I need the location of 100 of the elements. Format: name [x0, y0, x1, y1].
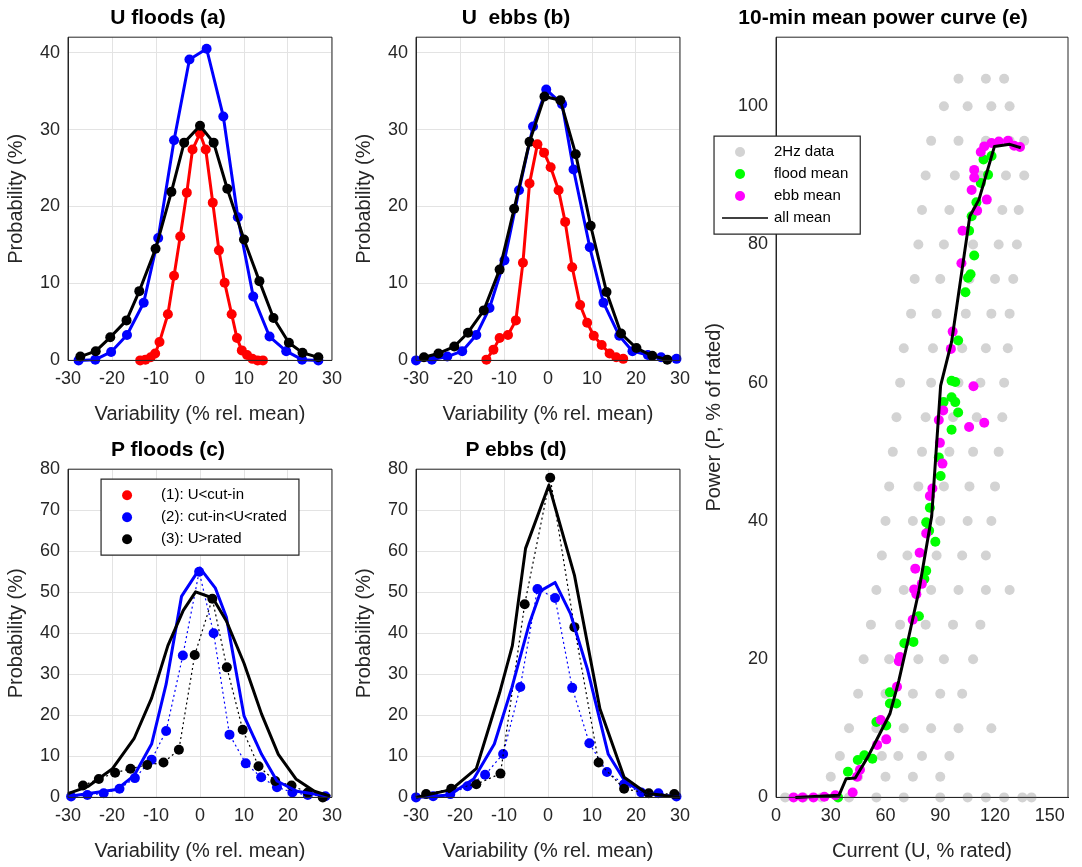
- legend-label: (2): cut-in<U<rated: [161, 507, 287, 525]
- x-tick-label: 150: [1034, 805, 1065, 826]
- point: [647, 350, 658, 361]
- point: [598, 297, 609, 308]
- y-axis-title: Probability (%): [3, 568, 26, 699]
- x-tick-label: 120: [979, 805, 1011, 826]
- point: [847, 787, 858, 798]
- y-tick-label: 100: [737, 95, 769, 116]
- y-tick-label: 40: [748, 509, 769, 530]
- point: [494, 333, 505, 344]
- y-tick-label: 20: [39, 704, 61, 725]
- y-tick-label: 80: [748, 233, 769, 254]
- point: [582, 317, 593, 328]
- x-tick-label: 0: [543, 805, 554, 826]
- x-tick-label: -20: [99, 805, 126, 826]
- point: [515, 682, 526, 693]
- point: [585, 220, 596, 231]
- point: [162, 309, 173, 320]
- y-tick-label: 70: [39, 499, 61, 520]
- chart-title: U floods (a): [110, 5, 226, 29]
- y-axis-title: Probability (%): [351, 133, 374, 264]
- y-tick-label: 20: [387, 704, 409, 725]
- point: [619, 783, 630, 794]
- point: [969, 250, 980, 261]
- y-tick-label: 10: [387, 745, 409, 766]
- point: [510, 315, 521, 326]
- point: [631, 343, 642, 354]
- y-tick-label: 20: [387, 195, 409, 216]
- point: [248, 291, 259, 302]
- point: [910, 563, 921, 574]
- point: [239, 234, 249, 245]
- x-tick-label: 90: [930, 805, 951, 826]
- y-tick-label: 40: [39, 622, 61, 643]
- y-axis-title: Probability (%): [351, 568, 374, 699]
- legend-label: ebb mean: [774, 186, 841, 204]
- point: [935, 471, 946, 482]
- point: [875, 715, 886, 725]
- y-tick-label: 50: [39, 581, 61, 602]
- point: [979, 417, 990, 428]
- point: [187, 144, 198, 155]
- point: [842, 766, 853, 777]
- point: [539, 147, 550, 158]
- point: [142, 759, 153, 770]
- point: [177, 650, 188, 661]
- point: [253, 761, 264, 772]
- point: [509, 203, 520, 214]
- legend-label: (3): U>rated: [161, 529, 242, 547]
- point: [201, 43, 212, 54]
- x-axis-title: Variability (% rel. mean): [94, 838, 306, 861]
- point: [184, 54, 195, 65]
- point: [960, 287, 971, 298]
- legend-label: flood mean: [774, 164, 849, 182]
- y-tick-label: 70: [387, 499, 409, 520]
- x-tick-label: 10: [581, 368, 603, 389]
- point: [553, 185, 564, 196]
- y-tick-label: 10: [39, 745, 61, 766]
- point: [471, 330, 482, 341]
- x-tick-label: -30: [403, 805, 430, 826]
- x-tick-label: -10: [143, 368, 170, 389]
- y-axis-title: Probability (%): [3, 133, 26, 264]
- point: [154, 336, 165, 347]
- point: [189, 650, 200, 661]
- point: [161, 725, 172, 736]
- point: [175, 231, 186, 242]
- point: [281, 346, 292, 357]
- point: [150, 243, 161, 254]
- point: [953, 407, 964, 418]
- y-tick-label: 30: [387, 663, 409, 684]
- x-tick-label: 30: [820, 805, 841, 826]
- point: [195, 120, 206, 131]
- y-tick-label: 30: [39, 118, 61, 139]
- point: [179, 137, 190, 148]
- point: [256, 772, 267, 783]
- x-tick-label: 30: [321, 805, 342, 826]
- y-tick-label: 0: [758, 786, 769, 807]
- x-tick-label: 20: [277, 805, 299, 826]
- x-tick-label: 30: [321, 368, 342, 389]
- x-axis-title: Current (U, % rated): [831, 838, 1013, 861]
- y-tick-label: 30: [39, 663, 61, 684]
- point: [498, 748, 509, 759]
- x-tick-label: -20: [447, 368, 474, 389]
- point: [121, 315, 132, 326]
- x-tick-label: 0: [195, 805, 206, 826]
- y-tick-label: 30: [387, 118, 409, 139]
- point: [502, 330, 513, 341]
- legend-label: all mean: [774, 208, 831, 226]
- point: [254, 276, 265, 287]
- chart-title: P floods (c): [111, 437, 225, 461]
- point: [584, 242, 595, 253]
- point: [478, 305, 489, 316]
- point: [981, 194, 992, 205]
- x-tick-label: -10: [491, 368, 518, 389]
- point: [462, 327, 473, 338]
- point: [560, 216, 571, 227]
- x-axis-title: Variability (% rel. mean): [94, 401, 306, 424]
- x-axis-title: Variability (% rel. mean): [442, 401, 654, 424]
- chart-title: P ebbs (d): [465, 437, 567, 461]
- point: [207, 197, 218, 208]
- y-tick-label: 80: [39, 458, 61, 479]
- x-tick-label: -30: [55, 805, 82, 826]
